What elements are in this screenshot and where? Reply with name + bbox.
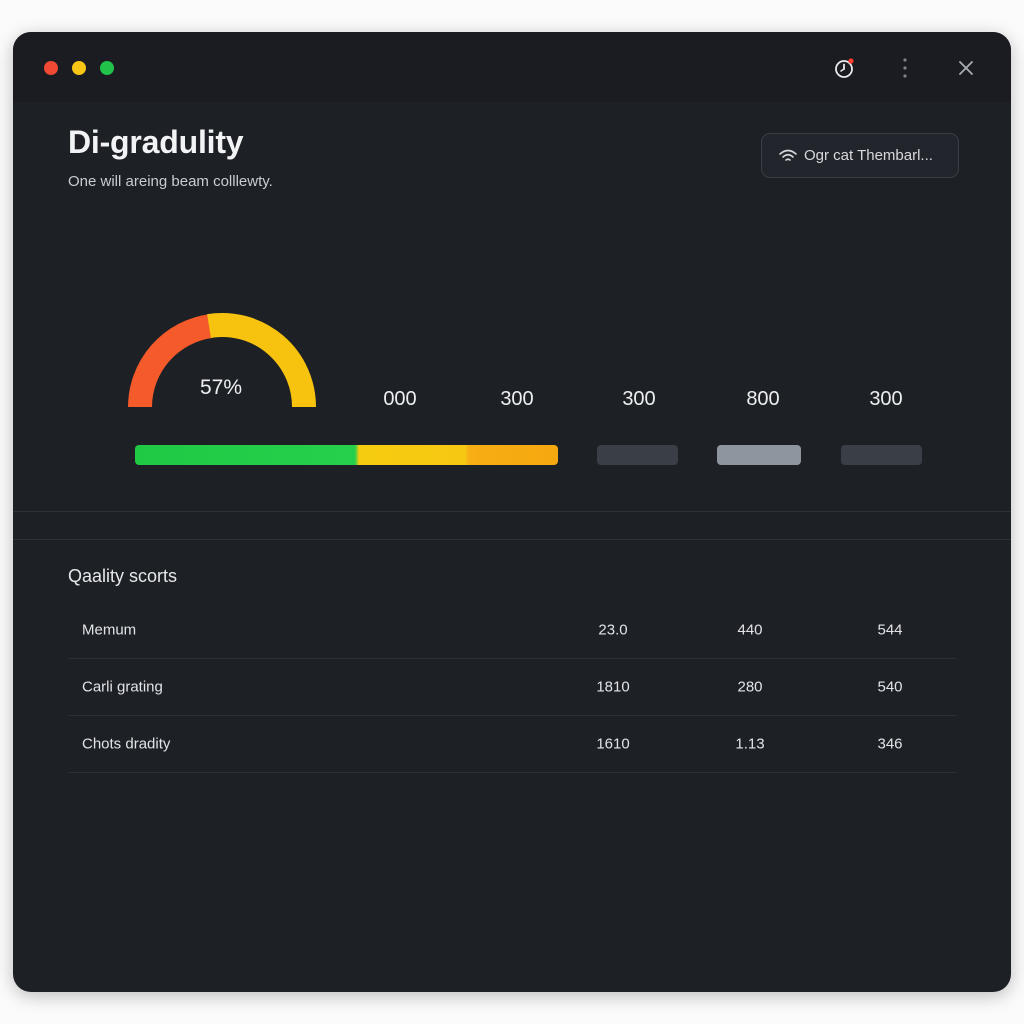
mini-bar: [841, 445, 922, 465]
page-title: Di-gradulity: [68, 124, 244, 160]
network-selector-button[interactable]: Ogr cat Thembarl...: [761, 133, 959, 178]
table-row[interactable]: Memum 23.0 440 544: [68, 602, 957, 659]
progress-fill: [135, 445, 558, 465]
stat-value: 300: [869, 388, 903, 410]
stat-value: 800: [746, 388, 780, 410]
stat-value: 300: [622, 388, 656, 410]
row-label: Chots dradity: [82, 735, 171, 753]
maximize-window-dot[interactable]: [100, 61, 114, 75]
quality-section-title: Qaality scorts: [68, 566, 178, 586]
wifi-icon: [778, 148, 798, 164]
row-value: 1810: [596, 678, 630, 696]
app-window: Di-gradulity One will areing beam collle…: [13, 32, 1011, 992]
row-label: Carli grating: [82, 678, 163, 696]
gauge-arc-yellow: [207, 312, 316, 408]
table-row[interactable]: Chots dradity 1610 1.13 346: [68, 716, 957, 773]
mini-bar: [597, 445, 678, 465]
table-row[interactable]: Carli grating 1810 280 540: [68, 659, 957, 716]
stat-value: 000: [383, 388, 417, 410]
row-value: 280: [737, 678, 763, 696]
quality-gauge: [128, 312, 316, 408]
quality-table: Memum 23.0 440 544 Carli grating 1810 28…: [68, 602, 957, 773]
row-value: 346: [877, 735, 903, 753]
row-value: 1.13: [735, 735, 765, 753]
row-value: 544: [877, 621, 903, 639]
gauge-arc-orange: [128, 314, 214, 408]
gauge-value: 57%: [199, 376, 243, 399]
divider: [13, 511, 1011, 512]
timer-icon[interactable]: [831, 54, 859, 82]
close-window-dot[interactable]: [44, 61, 58, 75]
row-value: 440: [737, 621, 763, 639]
title-bar: [13, 32, 1011, 102]
stat-value: 300: [500, 388, 534, 410]
close-icon[interactable]: [952, 54, 980, 82]
quality-progress-bar: [135, 445, 558, 465]
row-value: 1610: [596, 735, 630, 753]
row-value: 23.0: [598, 621, 628, 639]
page-subtitle: One will areing beam colllewty.: [68, 173, 273, 190]
row-label: Memum: [82, 621, 137, 639]
more-vertical-icon[interactable]: [891, 54, 919, 82]
minimize-window-dot[interactable]: [72, 61, 86, 75]
network-selector-label: Ogr cat Thembarl...: [804, 147, 933, 164]
mini-bar-active: [717, 445, 801, 465]
row-value: 540: [877, 678, 903, 696]
divider: [13, 539, 1011, 540]
